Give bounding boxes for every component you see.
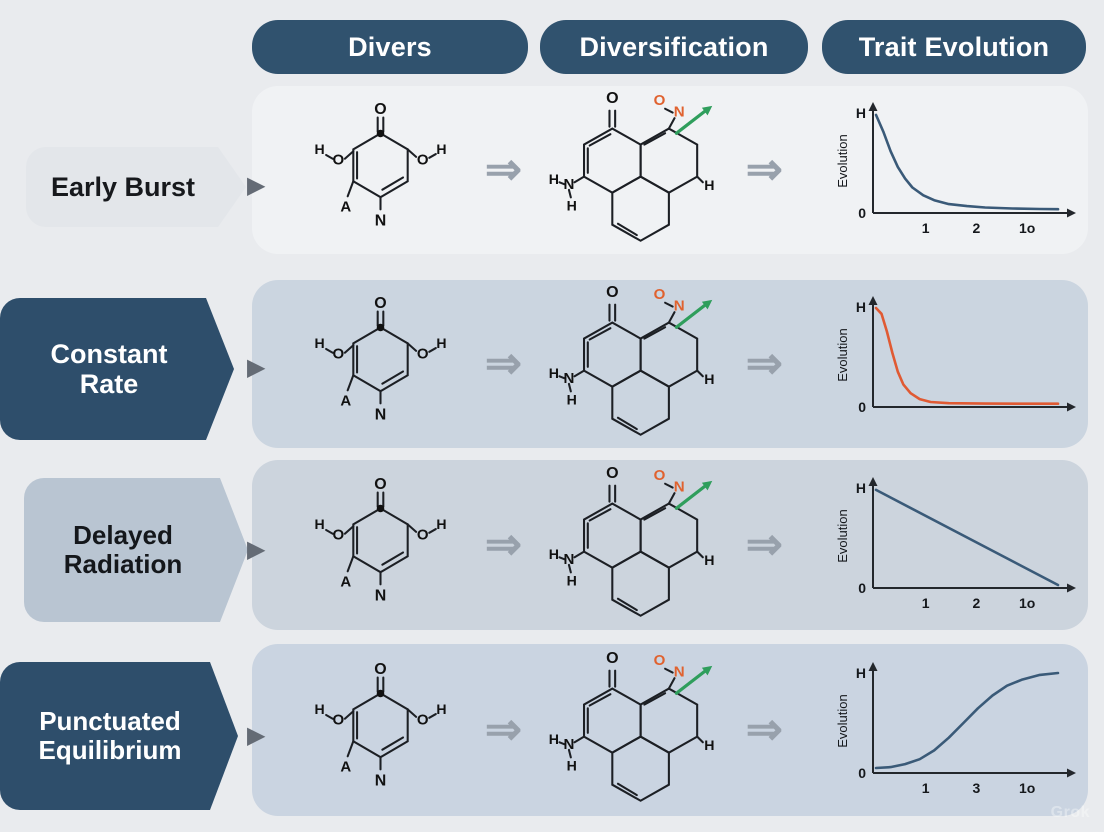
svg-text:Evolution: Evolution bbox=[835, 134, 850, 187]
svg-text:1o: 1o bbox=[1019, 595, 1035, 611]
double-arrow-icon: ⇒ bbox=[485, 339, 522, 388]
row-label-early-burst: Early Burst bbox=[26, 147, 246, 227]
molecule-simple-icon bbox=[288, 289, 473, 439]
row-label-constant-rate: Constant Rate bbox=[0, 298, 234, 440]
column-header-diversification: Diversification bbox=[540, 20, 808, 74]
double-arrow-icon: ⇒ bbox=[485, 520, 522, 569]
svg-text:Evolution: Evolution bbox=[835, 694, 850, 747]
svg-text:Evolution: Evolution bbox=[835, 328, 850, 381]
svg-text:1: 1 bbox=[922, 780, 930, 796]
row-delayed-radiation: ⇒ ⇒ H 0 Evolution 1 2 1o bbox=[252, 460, 1088, 630]
molecule-simple-icon bbox=[288, 470, 473, 620]
column-header-diversity: Divers bbox=[252, 20, 528, 74]
play-triangle-icon: ▶ bbox=[247, 536, 266, 563]
trait-evolution-chart-delayed-radiation: H 0 Evolution 1 2 1o bbox=[835, 470, 1080, 620]
molecule-complex-icon bbox=[534, 463, 734, 628]
svg-text:0: 0 bbox=[858, 205, 866, 221]
svg-text:Evolution: Evolution bbox=[835, 509, 850, 562]
svg-text:3: 3 bbox=[973, 780, 981, 796]
svg-text:H: H bbox=[856, 299, 866, 315]
svg-text:H: H bbox=[856, 480, 866, 496]
row-label-punctuated-equilibrium: Punctuated Equilibrium bbox=[0, 662, 238, 810]
svg-text:1: 1 bbox=[922, 595, 930, 611]
double-arrow-icon: ⇒ bbox=[745, 520, 783, 569]
trait-evolution-chart-early-burst: H 0 Evolution 1 2 1o bbox=[835, 95, 1080, 245]
svg-text:0: 0 bbox=[858, 765, 866, 781]
column-header-trait-evolution: Trait Evolution bbox=[822, 20, 1086, 74]
svg-text:2: 2 bbox=[973, 595, 981, 611]
svg-text:H: H bbox=[856, 665, 866, 681]
play-triangle-icon: ▶ bbox=[247, 722, 266, 749]
svg-text:1o: 1o bbox=[1019, 780, 1035, 796]
double-arrow-icon: ⇒ bbox=[745, 705, 783, 754]
molecule-simple-icon bbox=[288, 655, 473, 805]
double-arrow-icon: ⇒ bbox=[485, 705, 522, 754]
play-triangle-icon: ▶ bbox=[247, 172, 266, 199]
trait-evolution-chart-punctuated-equilibrium: H 0 Evolution 1 3 1o bbox=[835, 655, 1080, 805]
molecule-complex-icon bbox=[534, 88, 734, 253]
svg-text:2: 2 bbox=[973, 220, 981, 236]
row-punctuated-equilibrium: ⇒ ⇒ H 0 Evolution 1 3 1o bbox=[252, 644, 1088, 816]
double-arrow-icon: ⇒ bbox=[745, 145, 783, 194]
molecule-complex-icon bbox=[534, 648, 734, 813]
double-arrow-icon: ⇒ bbox=[745, 339, 783, 388]
svg-text:1o: 1o bbox=[1019, 220, 1035, 236]
svg-text:0: 0 bbox=[858, 399, 866, 415]
row-early-burst: ⇒ ⇒ H 0 Evolution 1 2 1o bbox=[252, 86, 1088, 254]
svg-text:1: 1 bbox=[922, 220, 930, 236]
double-arrow-icon: ⇒ bbox=[485, 145, 522, 194]
svg-text:0: 0 bbox=[858, 580, 866, 596]
molecule-complex-icon bbox=[534, 282, 734, 447]
watermark: Grok bbox=[1050, 804, 1090, 821]
molecule-simple-icon bbox=[288, 95, 473, 245]
row-constant-rate: ⇒ ⇒ H 0 Evolution bbox=[252, 280, 1088, 448]
trait-evolution-chart-constant-rate: H 0 Evolution bbox=[835, 289, 1080, 439]
svg-text:H: H bbox=[856, 105, 866, 121]
play-triangle-icon: ▶ bbox=[247, 354, 266, 381]
row-label-delayed-radiation: Delayed Radiation bbox=[24, 478, 248, 622]
